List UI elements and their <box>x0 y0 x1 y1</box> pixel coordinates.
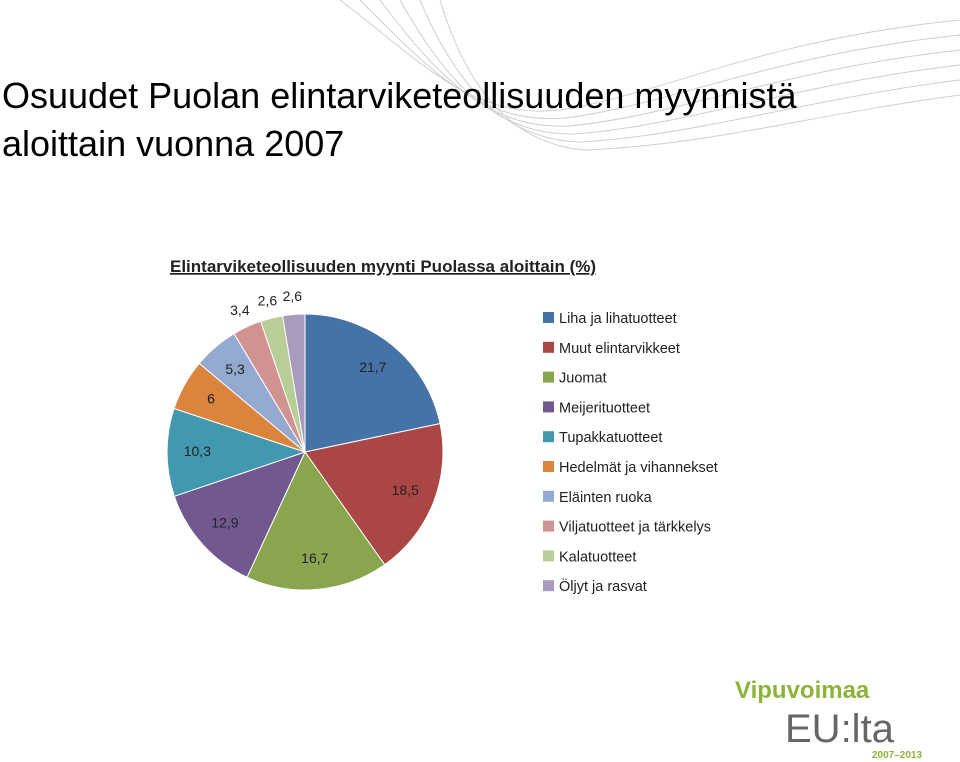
legend-swatch <box>543 341 554 353</box>
legend-swatch <box>543 461 554 472</box>
pie-slice <box>304 313 441 453</box>
value-label: 3,4 <box>230 302 250 318</box>
slide-title: Osuudet Puolan elintarviketeollisuuden m… <box>2 75 797 116</box>
value-label: 5,3 <box>225 361 245 377</box>
legend-label: Tupakkatuotteet <box>559 430 662 446</box>
value-label: 12,9 <box>211 515 238 531</box>
legend-label: Meijerituotteet <box>559 400 650 416</box>
slide-title: aloittain vuonna 2007 <box>2 123 344 164</box>
pie: 21,7 18,5 16,7 12,9 10,3 6 5,3 3,4 2,6 2,6 <box>166 288 444 591</box>
pie-slice <box>246 451 386 591</box>
value-label: 10,3 <box>184 443 211 459</box>
legend-label: Hedelmät ja vihannekset <box>559 460 718 476</box>
legend-swatch <box>543 431 554 443</box>
legend-swatch <box>543 312 554 323</box>
legend-swatch <box>543 490 554 502</box>
pie-slice <box>173 451 306 578</box>
legend: Liha ja lihatuotteet Muut elintarvikkeet J… <box>543 311 718 595</box>
legend-label: Muut elintarvikkeet <box>559 341 680 357</box>
pie-slice <box>304 422 444 566</box>
legend-swatch <box>543 550 554 562</box>
legend-label: Kalatuotteet <box>559 549 636 565</box>
legend-label: Öljyt ja rasvat <box>559 577 647 595</box>
legend-swatch <box>543 580 554 592</box>
legend-label: Eläinten ruoka <box>559 490 653 506</box>
value-label: 21,7 <box>359 359 386 375</box>
chart-title: Elintarviketeollisuuden myynti Puolassa … <box>170 257 596 276</box>
pie-slice <box>281 313 306 453</box>
value-label: 2,6 <box>283 288 303 304</box>
logo-text: 2007–2013 <box>872 750 922 761</box>
legend-swatch <box>543 401 554 413</box>
legend-swatch <box>543 520 554 532</box>
value-label: 18,5 <box>392 482 419 498</box>
decoration <box>339 0 960 151</box>
legend-label: Liha ja lihatuotteet <box>559 311 677 327</box>
legend-label: Viljatuotteet ja tärkkelys <box>559 520 711 536</box>
value-label: 2,6 <box>258 292 278 308</box>
logo-text: EU:lta <box>785 707 895 751</box>
value-label: 16,7 <box>301 550 328 566</box>
legend-swatch <box>543 371 554 383</box>
legend-label: Juomat <box>559 371 607 387</box>
logo-text: Vipuvoimaa <box>735 677 870 704</box>
value-label: 6 <box>207 390 215 406</box>
pie-slice <box>166 407 307 497</box>
